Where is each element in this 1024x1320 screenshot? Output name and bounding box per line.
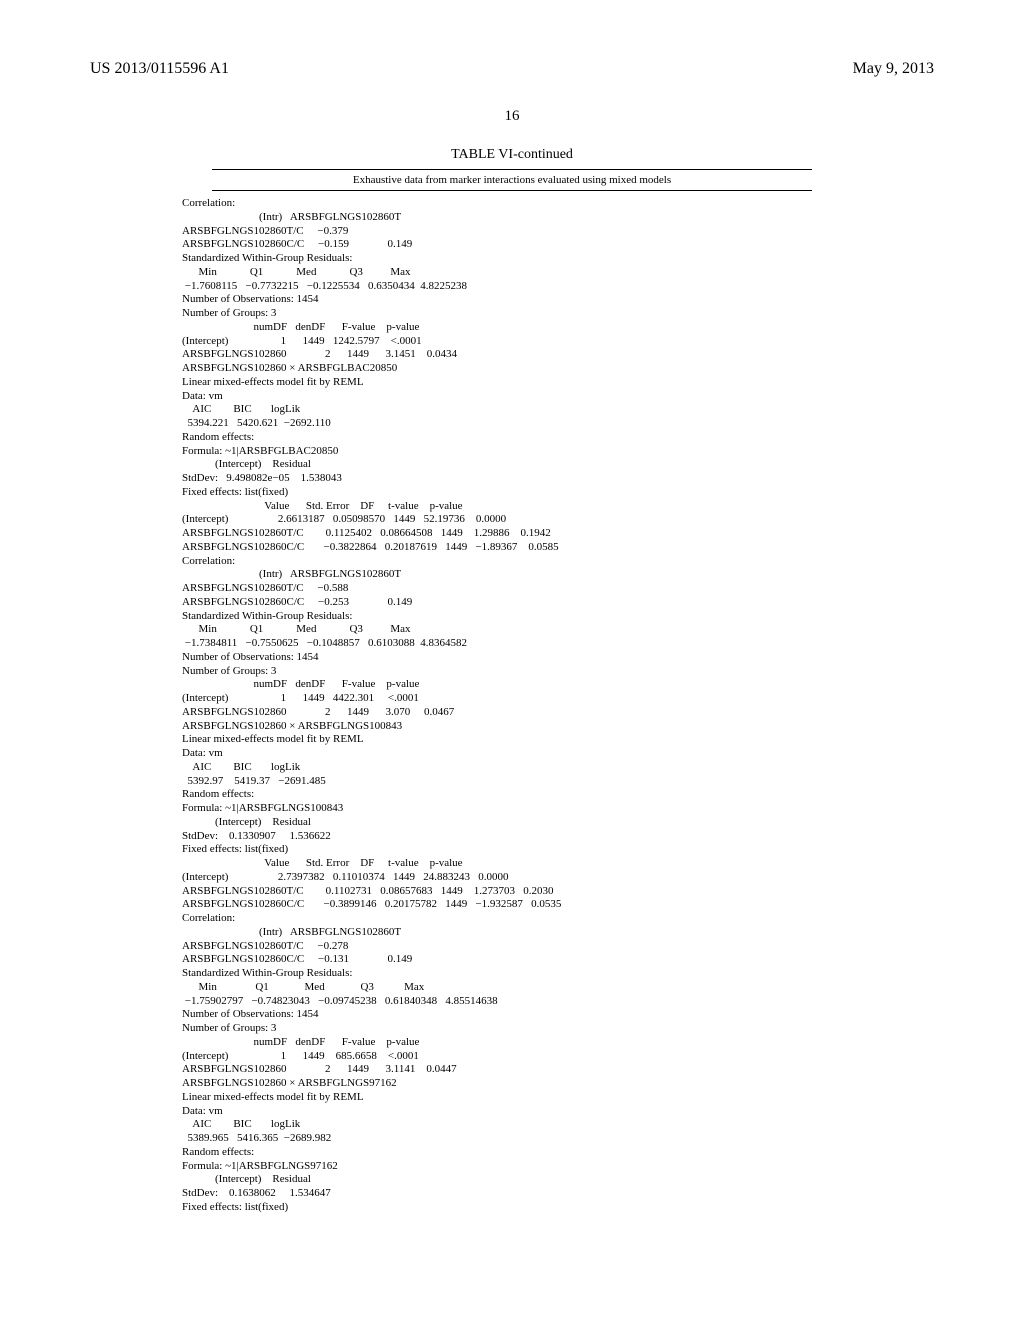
page-header: US 2013/0115596 A1 May 9, 2013 [90, 60, 934, 78]
pub-number: US 2013/0115596 A1 [90, 60, 229, 78]
table-title: TABLE VI-continued [90, 147, 934, 163]
table-subtitle-wrap: Exhaustive data from marker interactions… [90, 169, 934, 191]
pub-date: May 9, 2013 [853, 60, 934, 78]
page: US 2013/0115596 A1 May 9, 2013 16 TABLE … [0, 0, 1024, 1320]
table-subtitle: Exhaustive data from marker interactions… [212, 169, 812, 191]
page-number: 16 [90, 108, 934, 125]
table-body: Correlation: (Intr) ARSBFGLNGS102860T AR… [182, 197, 842, 1215]
